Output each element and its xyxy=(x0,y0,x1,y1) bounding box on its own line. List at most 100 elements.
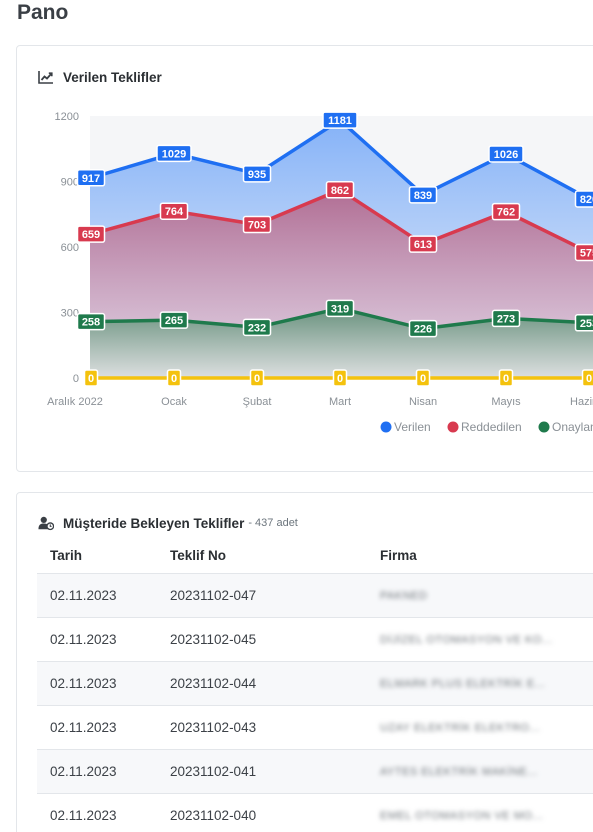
data-label-box xyxy=(408,319,438,338)
data-label: 1181 xyxy=(328,115,352,127)
data-label-box xyxy=(76,225,106,243)
cell-offer-no: 20231102-040 xyxy=(170,808,257,823)
cell-date: 02.11.2023 xyxy=(50,588,117,603)
data-label: 0 xyxy=(503,373,509,385)
y-tick-label: 0 xyxy=(73,373,79,385)
offers-area-chart: 0 300 600 900 1200 917 1029 935 1181 839 1026 820 65… xyxy=(47,111,593,434)
cell-company: ELMARK PLUS ELEKTRİK E... xyxy=(380,677,546,690)
data-label: 0 xyxy=(337,373,343,385)
legend-marker xyxy=(447,421,459,433)
x-tick-label: Aralık 2022 xyxy=(47,396,103,408)
data-label-box xyxy=(574,190,593,208)
data-label: 0 xyxy=(586,373,592,385)
table-row[interactable]: 02.11.2023 20231102-044 ELMARK PLUS ELEK… xyxy=(37,661,593,705)
data-label-box xyxy=(491,202,521,221)
pending-offers-table: Tarih Teklif No Firma 02.11.2023 2023110… xyxy=(37,537,593,832)
x-tick-label: Şubat xyxy=(243,396,272,408)
column-header-company[interactable]: Firma xyxy=(380,547,417,563)
chart-card-header: Verilen Teklifler xyxy=(38,69,162,85)
pending-offers-card: Müşteride Bekleyen Teklifler - 437 adet … xyxy=(16,492,593,832)
cell-company: PAKNED xyxy=(380,589,428,602)
table-row[interactable]: 02.11.2023 20231102-043 UZAY ELEKTRİK EL… xyxy=(37,705,593,749)
table-row[interactable]: 02.11.2023 20231102-040 EMEL OTOMASYON V… xyxy=(37,793,593,832)
column-header-offer-no[interactable]: Teklif No xyxy=(170,547,227,563)
data-label-box xyxy=(498,369,514,387)
data-label: 935 xyxy=(248,169,266,181)
data-label: 575 xyxy=(580,247,593,259)
data-label-box xyxy=(242,318,272,337)
data-label-box xyxy=(159,202,189,220)
data-label-box xyxy=(83,369,99,387)
x-tick-label: Haziran xyxy=(570,396,593,408)
data-label: 0 xyxy=(254,373,260,385)
cell-offer-no: 20231102-044 xyxy=(170,676,257,691)
legend-marker xyxy=(538,421,550,433)
line-chart-icon xyxy=(38,69,54,85)
data-label-box xyxy=(242,165,272,183)
table-row[interactable]: 02.11.2023 20231102-047 PAKNED xyxy=(37,573,593,617)
table-row[interactable]: 02.11.2023 20231102-045 DİJİZEL OTOMASYO… xyxy=(37,617,593,661)
data-label-box xyxy=(242,215,272,234)
offers-chart-card: Verilen Teklifler 0 300 600 900 1200 917 1029 9… xyxy=(16,45,593,472)
data-label-box xyxy=(581,369,593,387)
legend-label: Reddedilen xyxy=(461,420,522,434)
data-label: 1029 xyxy=(162,148,186,160)
cell-offer-no: 20231102-043 xyxy=(170,720,257,735)
data-label: 0 xyxy=(171,373,177,385)
data-label: 820 xyxy=(580,194,593,206)
data-label: 265 xyxy=(165,315,183,327)
cell-date: 02.11.2023 xyxy=(50,676,117,691)
data-label-box xyxy=(325,299,355,318)
data-label-box xyxy=(249,369,265,387)
x-tick-label: Nisan xyxy=(409,396,437,408)
data-label: 226 xyxy=(414,324,432,336)
cell-offer-no: 20231102-045 xyxy=(170,632,257,647)
cell-company: AYTES ELEKTRİK MAKİNE... xyxy=(380,765,538,778)
data-label-box xyxy=(322,111,358,129)
y-tick-label: 300 xyxy=(61,308,79,320)
cell-company: UZAY ELEKTRİK ELEKTRO... xyxy=(380,721,541,734)
data-label: 253 xyxy=(580,318,593,330)
data-label-box xyxy=(574,243,593,262)
cell-offer-no: 20231102-041 xyxy=(170,764,257,779)
data-label-box xyxy=(166,369,182,387)
data-label-box xyxy=(491,309,521,328)
cell-date: 02.11.2023 xyxy=(50,808,117,823)
page-title: Pano xyxy=(17,1,69,24)
cell-date: 02.11.2023 xyxy=(50,764,117,779)
user-clock-icon xyxy=(38,515,54,531)
data-label-box xyxy=(325,181,355,199)
cell-date: 02.11.2023 xyxy=(50,720,117,735)
data-label-box xyxy=(156,144,192,163)
data-label-box xyxy=(408,235,438,253)
table-card-title: Müşteride Bekleyen Teklifler xyxy=(63,515,245,531)
data-label-box xyxy=(76,312,106,331)
data-label: 762 xyxy=(497,207,515,219)
chart-card-title: Verilen Teklifler xyxy=(63,69,162,85)
data-label: 703 xyxy=(248,220,266,232)
x-tick-label: Mart xyxy=(329,396,351,408)
data-label: 273 xyxy=(497,313,515,325)
data-label: 232 xyxy=(248,322,266,334)
legend-label: Verilen xyxy=(394,420,431,434)
cell-company: DİJİZEL OTOMASYON VE KO... xyxy=(380,633,553,646)
data-label: 839 xyxy=(414,190,432,202)
legend-label: Onaylanan xyxy=(552,420,593,434)
data-label-box xyxy=(488,145,524,163)
data-label: 1026 xyxy=(494,149,518,161)
cell-company: EMEL OTOMASYON VE MO... xyxy=(380,809,544,822)
data-label: 659 xyxy=(82,229,100,241)
cell-offer-no: 20231102-047 xyxy=(170,588,257,603)
data-label-box xyxy=(415,369,431,387)
series-area xyxy=(90,308,593,378)
data-label-box xyxy=(332,369,348,387)
pending-count: - 437 adet xyxy=(248,517,298,529)
data-label: 613 xyxy=(414,239,432,251)
cell-date: 02.11.2023 xyxy=(50,632,117,647)
data-label: 258 xyxy=(82,317,100,329)
table-body: 02.11.2023 20231102-047 PAKNED 02.11.202… xyxy=(37,573,593,832)
column-header-date[interactable]: Tarih xyxy=(50,547,83,563)
table-row[interactable]: 02.11.2023 20231102-041 AYTES ELEKTRİK M… xyxy=(37,749,593,793)
data-label-box xyxy=(408,186,438,204)
data-label-box xyxy=(76,169,106,187)
